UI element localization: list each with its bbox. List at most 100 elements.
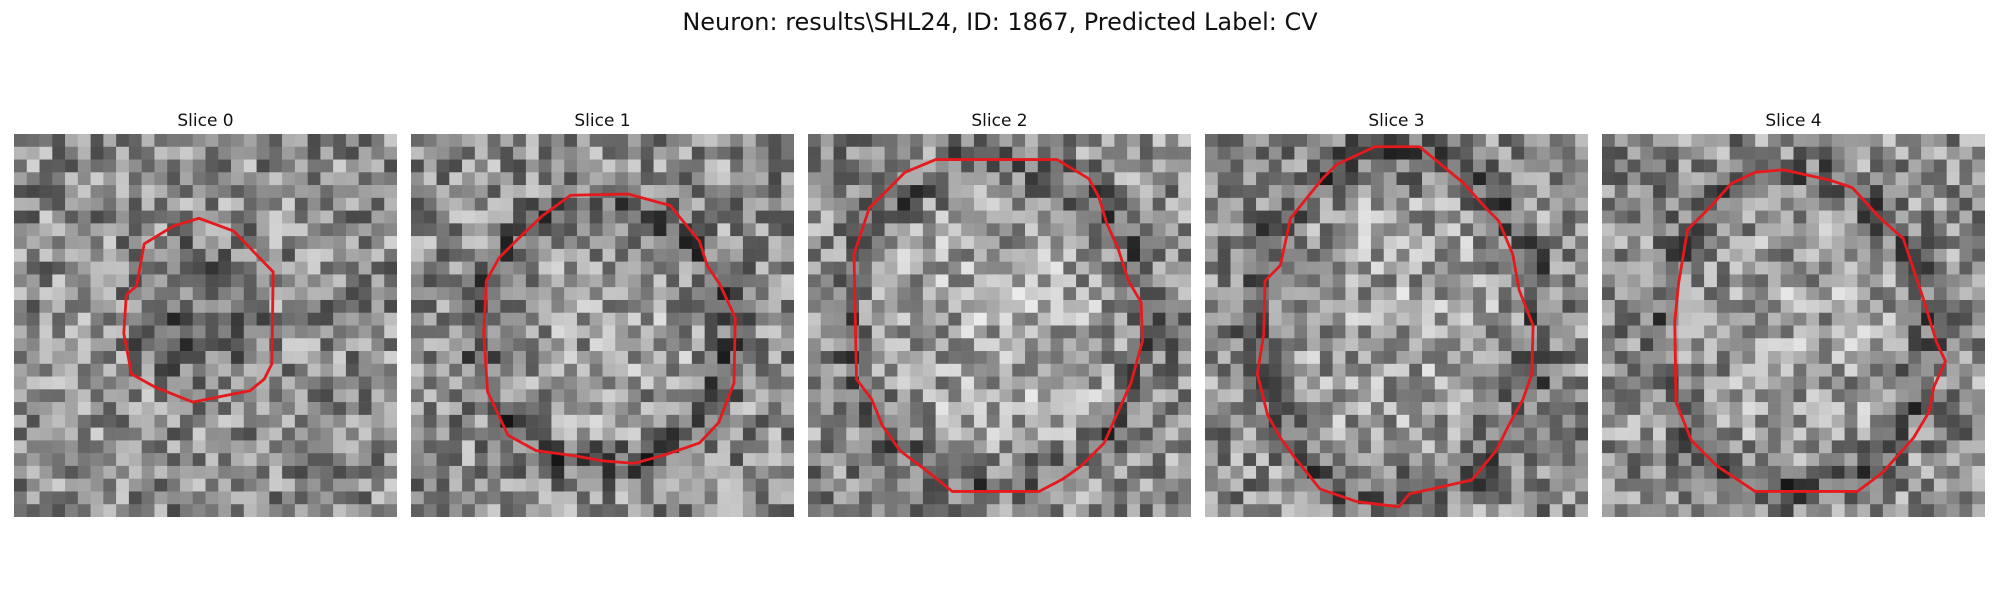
pixel — [846, 172, 860, 186]
pixel — [628, 312, 642, 326]
pixel — [1345, 210, 1359, 224]
pixel — [1422, 491, 1436, 505]
pixel — [90, 440, 104, 454]
pixel — [1139, 197, 1153, 211]
pixel — [755, 491, 769, 505]
pixel — [411, 134, 425, 148]
pixel — [1844, 504, 1858, 517]
pixel — [781, 172, 794, 186]
pixel — [538, 274, 552, 288]
pixel — [1422, 134, 1436, 148]
pixel — [1422, 414, 1436, 428]
pixel — [628, 248, 642, 262]
pixel — [1345, 325, 1359, 339]
pixel — [1114, 363, 1128, 377]
pixel — [179, 414, 193, 428]
pixel — [1050, 185, 1064, 199]
pixel — [1933, 236, 1947, 250]
pixel — [755, 248, 769, 262]
pixel — [1243, 389, 1257, 403]
pixel — [1025, 223, 1039, 237]
pixel — [1933, 465, 1947, 479]
pixel — [1409, 287, 1423, 301]
pixel — [1870, 134, 1884, 148]
pixel — [500, 299, 514, 313]
pixel — [1139, 351, 1153, 365]
pixel — [935, 261, 949, 275]
pixel — [1819, 197, 1833, 211]
pixel — [1575, 440, 1588, 454]
pixel — [1178, 312, 1191, 326]
pixel — [294, 414, 308, 428]
pixel — [1959, 261, 1973, 275]
pixel — [922, 287, 936, 301]
pixel — [423, 351, 437, 365]
pixel — [1780, 427, 1794, 441]
pixel — [1933, 287, 1947, 301]
pixel — [1819, 274, 1833, 288]
pixel — [1063, 261, 1077, 275]
pixel — [231, 134, 245, 148]
pixel — [141, 389, 155, 403]
pixel — [999, 325, 1013, 339]
pixel — [205, 312, 219, 326]
pixel — [808, 172, 822, 186]
pixel — [1076, 351, 1090, 365]
pixel — [1025, 134, 1039, 148]
pixel — [1602, 287, 1616, 301]
pixel — [462, 376, 476, 390]
pixel — [1742, 248, 1756, 262]
pixel — [65, 312, 79, 326]
pixel — [243, 287, 257, 301]
pixel — [1076, 491, 1090, 505]
pixel — [1946, 363, 1960, 377]
pixel — [742, 351, 756, 365]
pixel — [1614, 338, 1628, 352]
pixel — [910, 325, 924, 339]
pixel — [1434, 312, 1448, 326]
pixel — [1409, 389, 1423, 403]
pixel — [1485, 236, 1499, 250]
pixel — [1614, 351, 1628, 365]
pixel — [589, 197, 603, 211]
pixel — [628, 440, 642, 454]
pixel — [449, 453, 463, 467]
pixel — [551, 504, 565, 517]
pixel — [1037, 491, 1051, 505]
pixel — [1205, 491, 1219, 505]
pixel — [423, 197, 437, 211]
pixel — [411, 146, 425, 160]
pixel — [1844, 299, 1858, 313]
pixel — [1562, 146, 1576, 160]
pixel — [1780, 223, 1794, 237]
pixel — [423, 440, 437, 454]
pixel — [973, 325, 987, 339]
pixel — [39, 414, 53, 428]
slice-title: Slice 3 — [1368, 111, 1425, 131]
pixel — [167, 402, 181, 416]
pixel — [986, 453, 1000, 467]
pixel — [77, 159, 91, 173]
pixel — [103, 172, 117, 186]
pixel — [1294, 274, 1308, 288]
pixel — [65, 134, 79, 148]
pixel — [14, 287, 28, 301]
pixel — [474, 491, 488, 505]
pixel — [1716, 363, 1730, 377]
pixel — [1012, 210, 1026, 224]
pixel — [704, 312, 718, 326]
pixel — [1422, 172, 1436, 186]
pixel — [103, 504, 117, 517]
pixel — [167, 134, 181, 148]
pixel — [1614, 197, 1628, 211]
pixel — [449, 427, 463, 441]
pixel — [1332, 210, 1346, 224]
pixel — [1653, 210, 1667, 224]
pixel — [1831, 453, 1845, 467]
pixel — [307, 312, 321, 326]
pixel — [128, 172, 142, 186]
pixel — [897, 465, 911, 479]
pixel — [1511, 325, 1525, 339]
pixel — [910, 376, 924, 390]
pixel — [1767, 402, 1781, 416]
